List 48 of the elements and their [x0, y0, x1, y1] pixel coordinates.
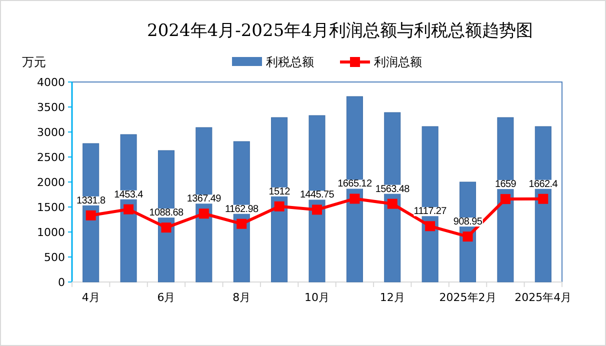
point [387, 198, 398, 209]
y-tick-label: 2500 [37, 151, 65, 164]
point [198, 208, 209, 219]
y-tick-label: 1500 [37, 201, 65, 214]
data-label: 1162.98 [224, 204, 260, 215]
legend-label: 利税总额 [266, 55, 314, 69]
data-label: 1117.27 [414, 206, 448, 218]
data-label: 1512 [268, 186, 291, 198]
data-label: 908.95 [453, 216, 483, 228]
chart-title: 2024年4月-2025年4月利润总额与利税总额趋势图 [147, 21, 533, 41]
y-tick-label: 3500 [37, 101, 65, 114]
bar [271, 117, 288, 282]
data-label: 1331.8 [76, 195, 106, 206]
point [462, 232, 473, 242]
data-label: 1563.48 [375, 184, 410, 195]
legend-label: 利润总额 [374, 55, 422, 69]
point [124, 204, 134, 214]
x-tick-label: 2025年4月 [514, 291, 572, 304]
data-label: 1445.75 [300, 190, 335, 201]
x-tick-label: 8月 [232, 291, 251, 304]
y-tick-label: 3000 [37, 126, 65, 139]
data-label: 1088.68 [149, 208, 184, 219]
y-tick-label: 1000 [37, 226, 65, 239]
point [350, 194, 360, 204]
point [312, 204, 322, 215]
point [274, 201, 284, 212]
data-label: 1659 [494, 179, 517, 190]
x-tick-label: 10月 [304, 291, 330, 304]
y-tick-label: 4000 [37, 76, 65, 89]
point [425, 221, 436, 232]
bar [497, 117, 514, 282]
y-axis-title: 万元 [22, 55, 46, 69]
x-tick-label: 12月 [380, 291, 405, 304]
point [236, 218, 247, 229]
point [86, 210, 96, 220]
data-label: 1665.12 [338, 178, 372, 190]
point [500, 194, 510, 204]
data-label: 1367.49 [186, 194, 222, 205]
x-tick-label: 6月 [157, 291, 176, 304]
y-tick-label: 2000 [37, 176, 65, 189]
data-label: 1453.4 [114, 189, 144, 200]
y-tick-label: 500 [44, 251, 65, 264]
x-tick-label: 4月 [82, 291, 100, 304]
point [538, 194, 548, 204]
x-tick-label: 2025年2月 [439, 291, 496, 304]
y-tick-label: 0 [58, 276, 65, 289]
point [161, 222, 172, 233]
data-label: 1662.4 [528, 178, 558, 190]
